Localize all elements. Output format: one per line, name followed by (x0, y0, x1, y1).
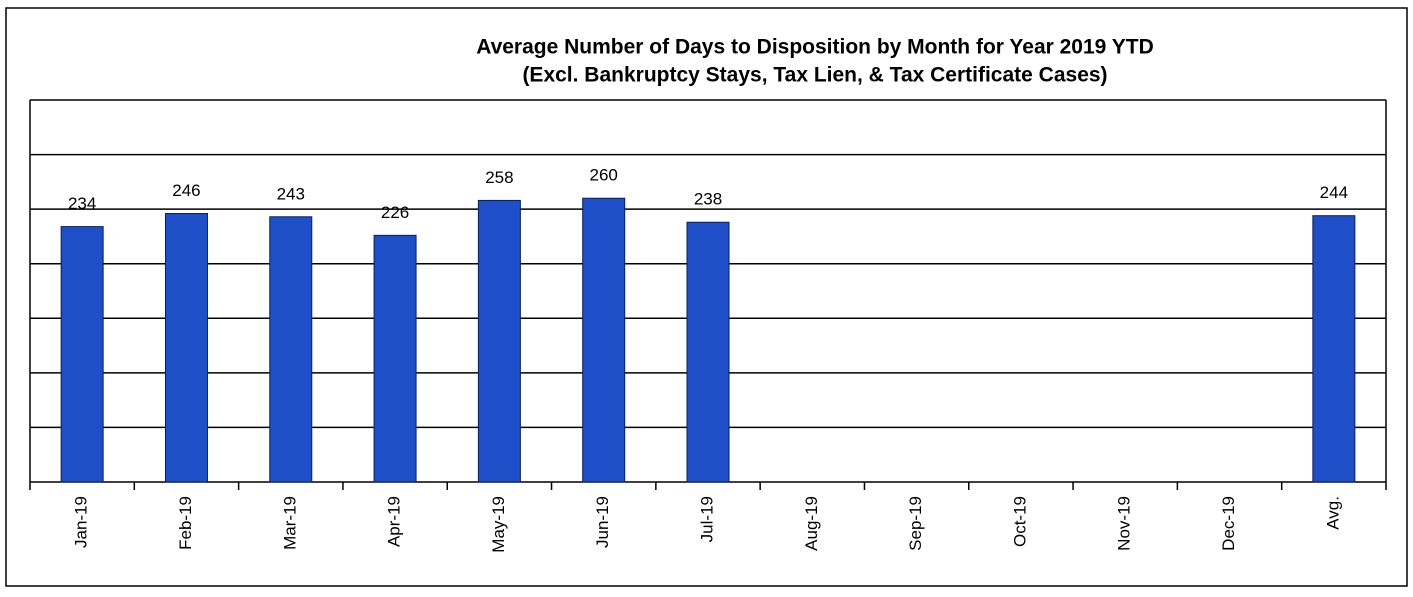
bar (60, 226, 104, 483)
data-label: 238 (694, 190, 722, 209)
data-label: 243 (277, 184, 305, 203)
x-tick-label: May-19 (489, 496, 508, 553)
bar (269, 216, 313, 483)
bar (373, 234, 417, 483)
x-tick-label: Jun-19 (593, 496, 612, 548)
bar (582, 197, 626, 483)
bar (686, 221, 730, 483)
x-tick-label: Mar-19 (280, 496, 299, 550)
frame (5, 7, 1408, 587)
x-tick-label: Aug-19 (802, 496, 821, 551)
data-label: 246 (172, 181, 200, 200)
x-tick-label: Oct-19 (1010, 496, 1029, 547)
bar (1312, 215, 1356, 483)
x-tick-label: Nov-19 (1115, 496, 1134, 551)
x-tick-label: Apr-19 (385, 496, 404, 547)
x-tick-label: Avg. (1323, 496, 1342, 530)
data-label: 226 (381, 203, 409, 222)
chart-subtitle: (Excl. Bankruptcy Stays, Tax Lien, & Tax… (522, 64, 1107, 87)
x-tick-label: Jul-19 (697, 496, 716, 542)
data-label: 258 (485, 168, 513, 187)
x-tick-label: Dec-19 (1219, 496, 1238, 551)
data-label: 244 (1320, 183, 1348, 202)
bar (477, 199, 521, 483)
data-label: 234 (68, 194, 96, 213)
chart-title: Average Number of Days to Disposition by… (476, 36, 1154, 59)
data-label: 260 (590, 166, 618, 185)
bar (164, 213, 208, 483)
x-tick-label: Jan-19 (72, 496, 91, 548)
x-tick-label: Sep-19 (906, 496, 925, 551)
x-tick-label: Feb-19 (176, 496, 195, 550)
